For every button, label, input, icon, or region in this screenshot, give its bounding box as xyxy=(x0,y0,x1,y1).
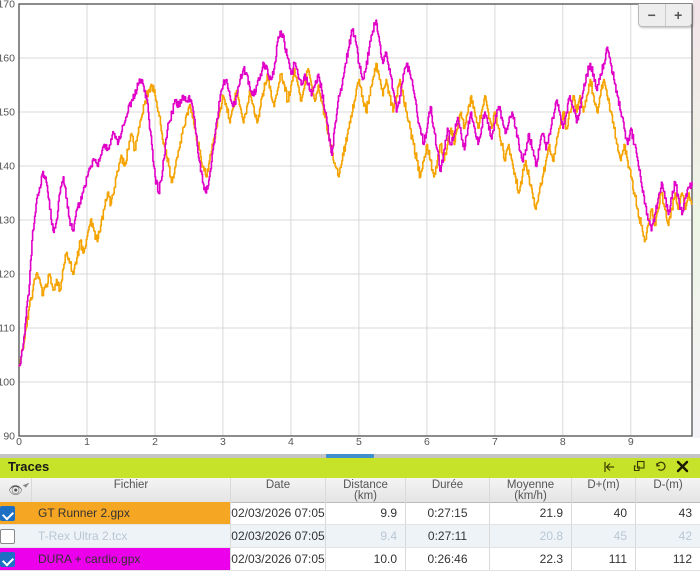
svg-text:160: 160 xyxy=(0,53,15,65)
svg-text:170: 170 xyxy=(0,0,15,11)
svg-text:150: 150 xyxy=(0,107,15,119)
svg-text:100: 100 xyxy=(0,377,15,389)
svg-text:130: 130 xyxy=(0,215,15,227)
svg-text:140: 140 xyxy=(0,161,15,173)
svg-text:110: 110 xyxy=(0,323,15,335)
svg-text:120: 120 xyxy=(0,269,15,281)
